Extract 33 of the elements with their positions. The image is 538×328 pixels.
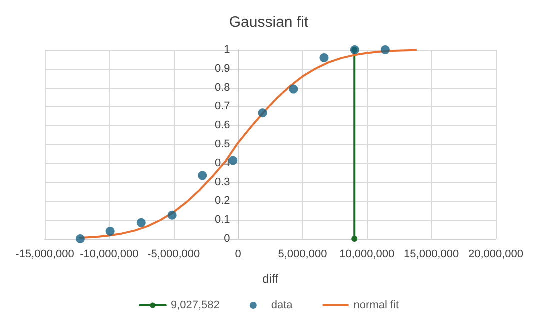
y-tick-label: 0.2 [214,195,230,208]
x-tick-label: -15,000,000 [16,248,74,260]
legend-label: data [271,300,294,312]
point [258,108,268,118]
y-tick-label: 0.1 [214,214,230,226]
x-tick-label: 10,000,000 [340,248,395,260]
y-tick-label: 0.5 [214,138,230,150]
x-tick-label: -5,000,000 [148,248,200,260]
x-tick-label: 5,000,000 [278,248,328,260]
legend-label: 9,027,582 [170,300,220,312]
y-tick-label: 0.6 [214,120,230,132]
x-tick-label: -10,000,000 [80,248,139,260]
x-axis-title: diff [262,272,280,286]
point [198,171,208,180]
x-tick-label: 20,000,000 [468,248,524,260]
chart-title: Gaussian fit [229,14,310,31]
legend-label: normal fit [354,300,400,312]
point [106,226,115,236]
x-tick-label: 15,000,000 [404,248,460,260]
y-tick-label: 0.9 [214,62,230,75]
y-tick-label: 0.8 [214,82,230,94]
y-tick-label: 0.3 [214,176,230,188]
point [168,210,177,220]
point [380,46,390,54]
point [136,218,146,228]
point [320,53,329,62]
y-tick-label: 0.7 [214,100,230,113]
point [352,236,358,242]
y-tick-label: 1 [224,44,230,56]
x-tick-label: 0 [235,248,242,260]
point [289,84,298,94]
y-tick-label: 0 [224,233,230,245]
point [76,234,85,244]
